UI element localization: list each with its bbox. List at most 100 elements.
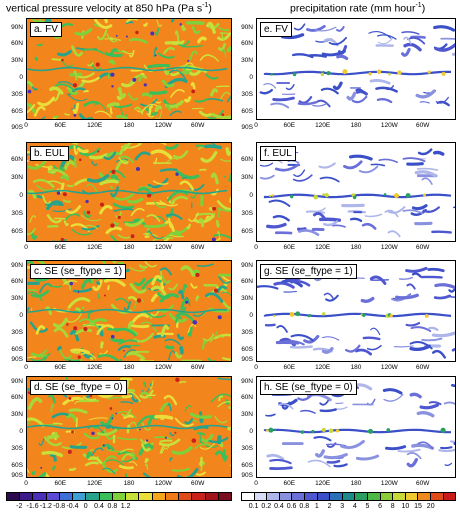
omega-streak	[126, 424, 131, 434]
omega-streak	[180, 265, 196, 277]
omega-streak	[107, 396, 123, 400]
omega-streak	[44, 203, 64, 207]
omega-streak	[27, 189, 37, 199]
omega-streak	[142, 381, 147, 389]
precip-heavy-cell	[388, 72, 391, 76]
omega-streak	[216, 200, 231, 211]
precip-heavy-cell	[271, 194, 275, 197]
omega-streak	[138, 75, 143, 82]
omega-streak	[153, 46, 158, 58]
precip-heavy-cell	[311, 429, 315, 434]
omega-streak	[102, 455, 117, 465]
panel-label: h. SE (se_ftype = 0)	[260, 380, 357, 395]
omega-streak	[132, 313, 149, 323]
omega-streak	[139, 389, 154, 399]
lat-label: 30S	[241, 329, 253, 336]
lon-label: 0	[254, 122, 258, 129]
omega-streak	[85, 224, 99, 230]
omega-extreme-spot	[56, 191, 61, 195]
omega-streak	[195, 471, 206, 476]
precip-heavy-cell	[393, 193, 399, 199]
lon-label: 60E	[283, 480, 296, 487]
omega-streak	[58, 348, 72, 360]
colorbar-segment	[393, 493, 406, 500]
omega-streak	[121, 409, 132, 417]
omega-streak	[174, 315, 182, 324]
colorbar-label: 6	[378, 503, 383, 510]
omega-streak	[168, 312, 187, 323]
colorbar-segment	[267, 493, 280, 500]
precip-heavy-cell	[321, 427, 326, 432]
omega-streak	[51, 412, 69, 419]
omega-streak	[210, 393, 231, 403]
omega-streak	[150, 309, 160, 317]
omega-streak	[192, 310, 206, 317]
omega-streak	[76, 147, 89, 154]
omega-streak	[154, 105, 163, 112]
precip-heavy-cell	[441, 71, 446, 76]
omega-streak	[172, 467, 191, 472]
omega-streak	[123, 414, 135, 419]
omega-streak	[184, 405, 192, 412]
omega-extreme-spot	[135, 30, 139, 35]
panel-label: a. FV	[30, 22, 62, 37]
omega-streak	[123, 349, 137, 358]
omega-streak	[48, 393, 56, 404]
colorbar-segment	[330, 493, 343, 500]
omega-streak	[222, 357, 231, 361]
omega-streak	[141, 92, 153, 98]
precip-heavy-cell	[274, 429, 277, 432]
omega-streak	[121, 79, 137, 88]
precip-heavy-cell	[335, 429, 340, 433]
precip-wisp	[370, 327, 381, 336]
omega-streak	[188, 212, 199, 222]
omega-streak	[87, 62, 94, 67]
omega-streak	[129, 282, 147, 294]
omega-streak	[205, 237, 221, 241]
omega-streak	[51, 431, 57, 441]
colorbar-label: 10	[401, 503, 410, 510]
omega-streak	[168, 283, 178, 291]
omega-streak	[27, 306, 30, 313]
omega-streak	[113, 208, 134, 212]
precip-wisp	[307, 459, 331, 468]
colorbar-segment	[20, 493, 34, 500]
lon-label: 120W	[154, 480, 172, 487]
omega-extreme-spot	[72, 83, 78, 88]
omega-streak	[179, 180, 195, 191]
omega-streak	[27, 468, 30, 473]
lat-label: 30N	[11, 57, 23, 64]
omega-streak	[117, 87, 127, 99]
omega-streak	[46, 432, 58, 440]
precip-wisp	[434, 42, 455, 52]
omega-streak	[30, 352, 51, 361]
precip-colorbar	[241, 492, 456, 501]
lon-label: 120E	[315, 480, 331, 487]
precip-wisp	[313, 436, 332, 442]
precip-wisp	[368, 31, 392, 39]
omega-streak	[199, 411, 204, 424]
omega-extreme-spot	[91, 431, 95, 436]
colorbar-segment	[443, 493, 456, 500]
omega-streak	[156, 110, 163, 119]
omega-extreme-spot	[135, 166, 140, 171]
lon-label: 60W	[190, 480, 205, 487]
omega-streak	[159, 293, 179, 303]
precip-wisp	[407, 36, 426, 45]
colorbar-label: 2	[327, 503, 332, 510]
omega-streak	[132, 218, 146, 226]
precip-wisp	[434, 283, 455, 290]
omega-streak	[121, 394, 133, 399]
precip-wisp	[402, 209, 424, 215]
omega-streak	[57, 346, 62, 351]
lon-label: 120E	[315, 122, 331, 129]
colorbar-segment	[112, 493, 127, 500]
omega-streak	[43, 356, 47, 361]
precip-wisp	[321, 49, 346, 57]
omega-streak	[195, 295, 200, 302]
precip-wisp	[435, 96, 450, 104]
omega-streak	[41, 194, 51, 205]
lon-label: 120W	[154, 122, 172, 129]
omega-streak	[195, 212, 216, 216]
omega-streak	[123, 143, 142, 151]
